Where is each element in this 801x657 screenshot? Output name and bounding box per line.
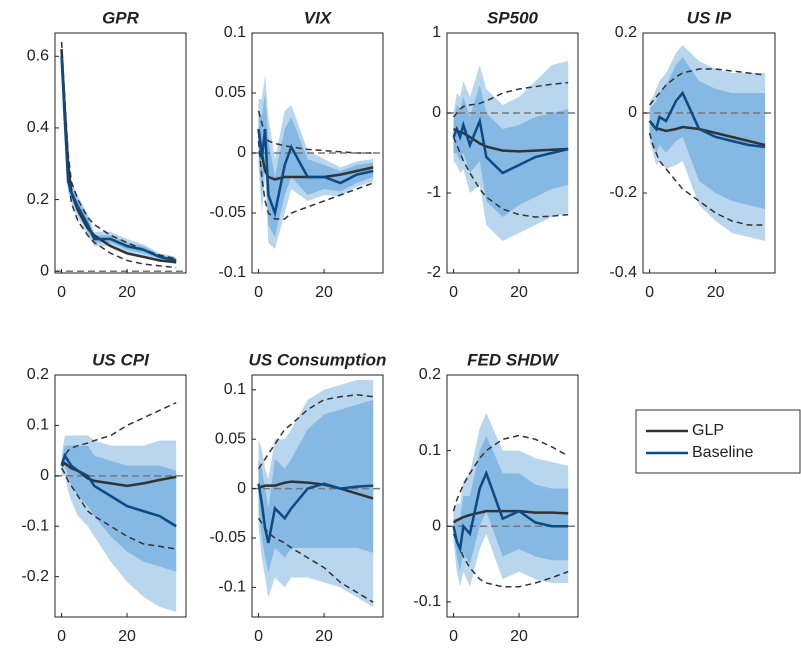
- y-tick-label: -0.2: [21, 568, 49, 585]
- axes-box: [54, 374, 187, 618]
- y-tick-label: 0.2: [27, 366, 49, 383]
- series-line: [257, 128, 374, 218]
- series-line: [257, 128, 374, 181]
- y-tick-label: 0.2: [27, 191, 49, 208]
- y-tick-label: -2: [427, 264, 441, 281]
- y-tick-label: 0.1: [27, 417, 49, 434]
- y-tick-label: 0: [432, 104, 441, 121]
- panel: [252, 379, 383, 608]
- x-tick-label: 20: [510, 628, 528, 645]
- series-line: [60, 49, 177, 264]
- panel: [447, 61, 578, 241]
- x-tick-label: 20: [510, 284, 528, 301]
- series-line: [648, 90, 766, 149]
- y-tick-label: -0.4: [609, 264, 637, 281]
- axes-box: [251, 374, 384, 618]
- panel-title: VIX: [304, 8, 333, 27]
- y-tick-label: -0.1: [413, 593, 441, 610]
- panel: [55, 41, 186, 272]
- panel: [447, 412, 578, 588]
- confidence-band: [453, 435, 569, 572]
- y-tick-label: -0.2: [609, 184, 637, 201]
- y-tick-label: -0.1: [218, 579, 246, 596]
- band-bound-line: [60, 402, 177, 464]
- band-bound-line: [452, 136, 569, 218]
- x-tick-label: 20: [118, 628, 136, 645]
- axes-box: [446, 32, 579, 274]
- x-tick-label: 0: [254, 284, 263, 301]
- confidence-band: [61, 49, 177, 263]
- y-tick-label: 0.1: [419, 442, 441, 459]
- x-tick-label: 20: [315, 628, 333, 645]
- panel-title: FED SHDW: [467, 350, 560, 369]
- legend-label: Baseline: [692, 444, 753, 461]
- y-tick-label: 0.2: [419, 366, 441, 383]
- legend-box: [635, 409, 801, 474]
- y-tick-label: 0: [237, 144, 246, 161]
- series-line: [452, 469, 569, 554]
- y-tick-label: 0: [40, 467, 49, 484]
- panel-title: US IP: [687, 8, 732, 27]
- x-tick-label: 20: [118, 284, 136, 301]
- confidence-band: [61, 445, 177, 572]
- y-tick-label: 0: [237, 480, 246, 497]
- y-tick-label: 0.05: [215, 430, 246, 447]
- band-bound-line: [452, 81, 569, 118]
- y-tick-label: 0.1: [224, 381, 246, 398]
- series-line: [452, 116, 569, 175]
- x-tick-label: 0: [57, 628, 66, 645]
- band-bound-line: [60, 56, 177, 269]
- panel-title: US CPI: [92, 350, 150, 369]
- y-tick-label: 0.1: [224, 24, 246, 41]
- x-tick-label: 0: [57, 284, 66, 301]
- panel-title: GPR: [102, 8, 140, 27]
- band-bound-line: [649, 68, 766, 106]
- y-tick-label: 0.6: [27, 48, 49, 65]
- axes-box: [642, 32, 776, 274]
- y-tick-label: 1: [432, 24, 441, 41]
- band-bound-line: [648, 132, 766, 226]
- y-tick-label: 0: [432, 517, 441, 534]
- y-tick-label: 0.4: [27, 119, 49, 136]
- panel-title: SP500: [487, 8, 539, 27]
- series-line: [452, 509, 569, 524]
- panel: [252, 75, 383, 249]
- series-line: [60, 452, 177, 528]
- y-tick-label: 0.2: [615, 24, 637, 41]
- x-tick-label: 20: [315, 284, 333, 301]
- x-tick-label: 20: [707, 284, 725, 301]
- x-tick-label: 0: [645, 284, 654, 301]
- band-bound-line: [452, 434, 569, 512]
- y-tick-label: -1: [427, 184, 441, 201]
- y-tick-label: 0: [628, 104, 637, 121]
- confidence-band: [258, 93, 374, 237]
- y-tick-label: 0.05: [215, 84, 246, 101]
- band-bound-line: [257, 140, 374, 220]
- series-line: [257, 482, 374, 544]
- y-tick-label: -0.1: [21, 517, 49, 534]
- panel-title: US Consumption: [249, 350, 387, 369]
- x-tick-label: 0: [254, 628, 263, 645]
- series-line: [60, 56, 177, 262]
- band-bound-line: [257, 393, 374, 470]
- confidence-band: [61, 45, 177, 265]
- band-bound-line: [60, 41, 177, 260]
- x-tick-label: 0: [449, 628, 458, 645]
- legend: GLP Baseline: [635, 409, 801, 474]
- y-tick-label: -0.05: [210, 529, 247, 546]
- axes-box: [446, 374, 579, 618]
- y-tick-label: -0.05: [210, 204, 247, 221]
- legend-label: GLP: [692, 422, 724, 439]
- panel: [643, 45, 775, 241]
- y-tick-label: -0.1: [218, 264, 246, 281]
- band-bound-line: [257, 110, 374, 154]
- band-bound-line: [60, 467, 177, 550]
- x-tick-label: 0: [449, 284, 458, 301]
- y-tick-label: 0: [40, 262, 49, 279]
- axes-box: [54, 32, 187, 274]
- panel: [55, 402, 186, 612]
